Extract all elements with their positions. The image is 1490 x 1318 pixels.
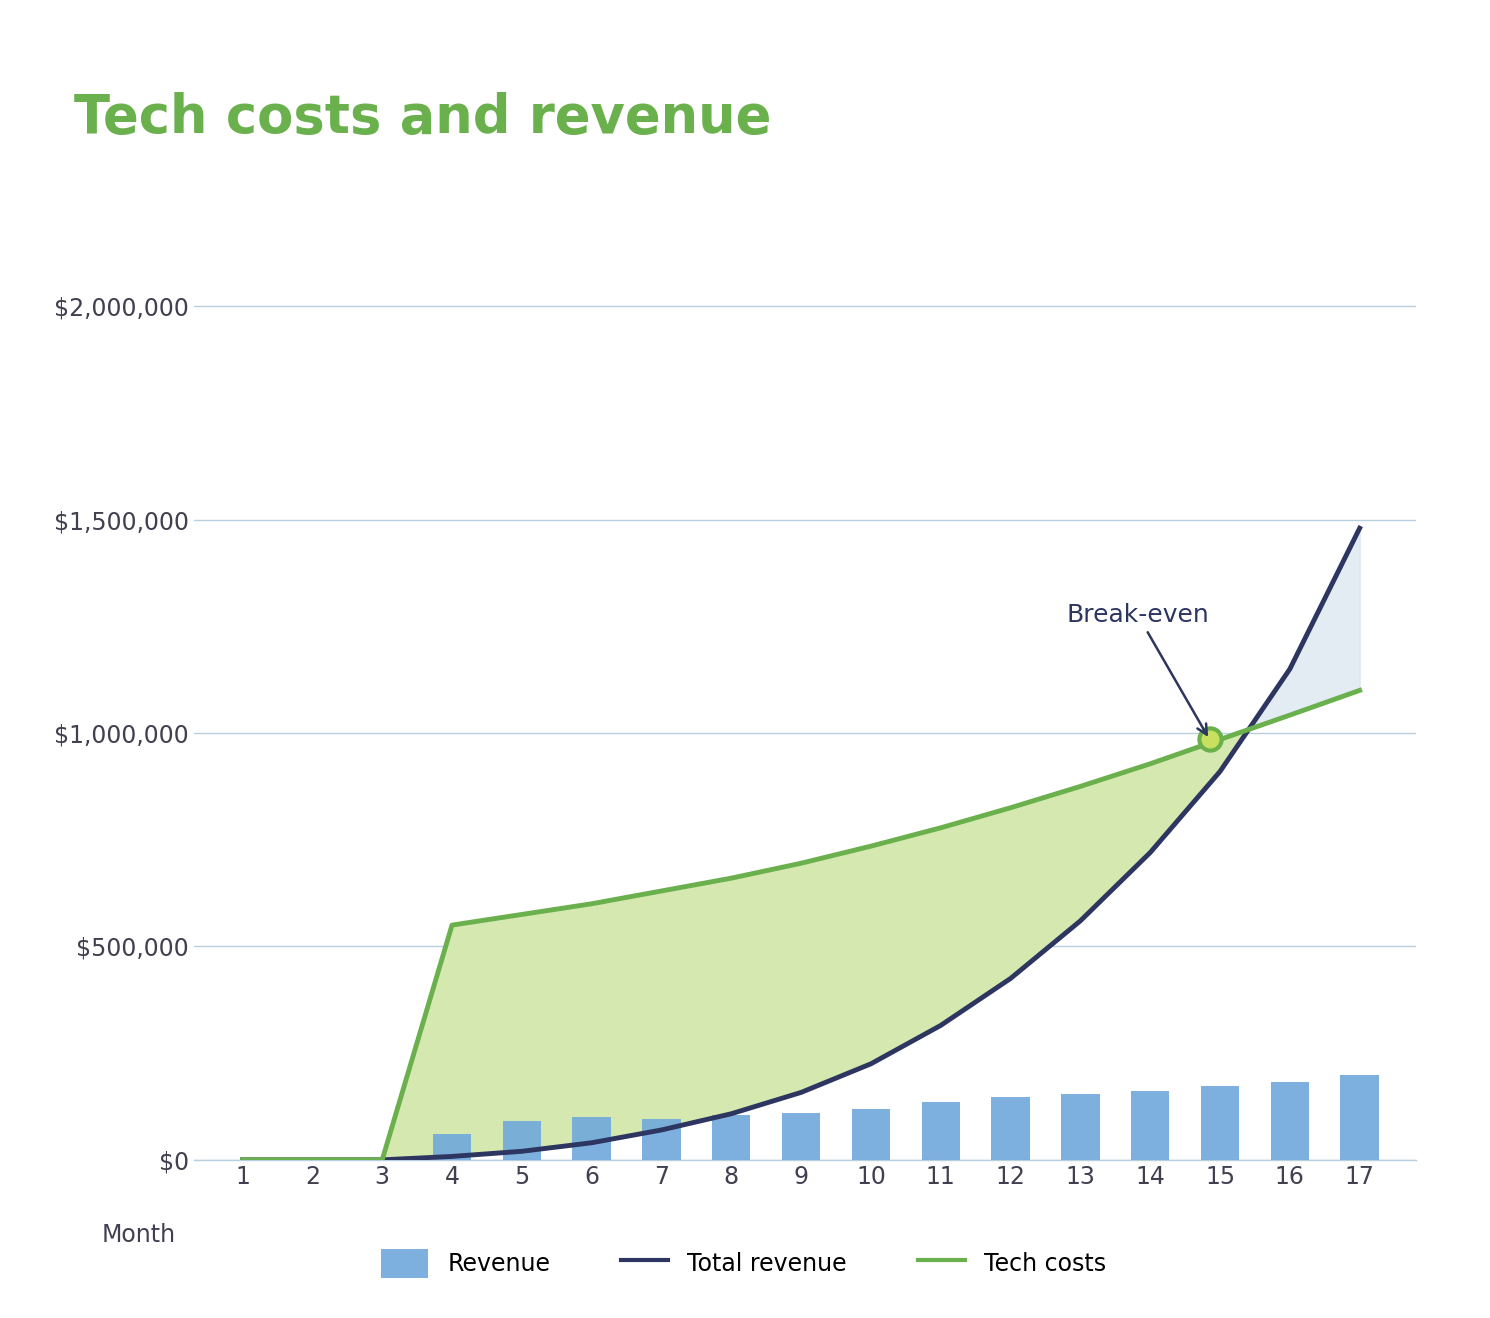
Bar	[1201, 1086, 1240, 1160]
Bar	[852, 1110, 890, 1160]
Bar	[712, 1115, 751, 1160]
Text: Break-even: Break-even	[1067, 604, 1210, 734]
Bar	[1131, 1091, 1170, 1160]
Text: Tech costs and revenue: Tech costs and revenue	[74, 92, 772, 144]
Bar	[642, 1119, 681, 1160]
Bar	[1341, 1075, 1378, 1160]
Bar	[991, 1097, 1030, 1160]
Bar	[432, 1135, 471, 1160]
Bar	[1061, 1094, 1100, 1160]
Bar	[782, 1112, 821, 1160]
Legend: Revenue, Total revenue, Tech costs: Revenue, Total revenue, Tech costs	[371, 1239, 1116, 1286]
Bar	[921, 1102, 960, 1160]
Text: Month: Month	[103, 1223, 176, 1247]
Bar	[1271, 1082, 1310, 1160]
Bar	[572, 1118, 611, 1160]
Bar	[502, 1122, 541, 1160]
